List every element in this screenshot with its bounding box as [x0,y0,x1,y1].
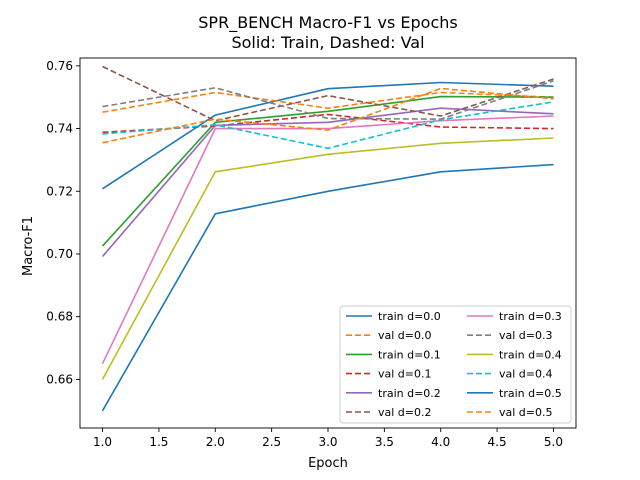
chart-title: SPR_BENCH Macro-F1 vs Epochs [198,13,457,33]
legend-label: train d=0.1 [378,348,441,361]
y-tick-label: 0.70 [46,247,73,261]
series-line-train-d-0-4 [101,137,554,380]
legend-label: val d=0.2 [378,406,432,419]
series-line-train-d-0-0 [102,81,554,190]
x-tick-label: 4.0 [431,435,450,449]
legend-label: train d=0.4 [499,348,562,361]
series-line-train-d-0-1 [101,95,554,247]
plot-area: 1.0 1.5 2.0 2.5 3.0 3.5 4.0 4.5 5.0 0.66 0.68 0.70 0… [46,57,577,449]
y-tick-label: 0.76 [46,59,73,73]
legend: train d=0.0 val d=0.0 train d=0.1 val d=0.1… [339,305,572,424]
legend-label: val d=0.4 [499,368,553,381]
series-line-val-d-0-2 [102,65,554,122]
legend-label: train d=0.2 [378,387,441,400]
x-axis-label: Epoch [308,456,348,471]
x-tick-label: 2.0 [206,435,225,449]
legend-label: val d=0.1 [378,368,432,381]
x-tick-label: 3.0 [318,435,337,449]
legend-label: train d=0.3 [499,310,562,323]
series-line-val-d-0-4 [102,101,554,150]
series-line-val-d-0-0 [102,91,554,113]
legend-label: val d=0.0 [378,329,432,342]
chart-subtitle: Solid: Train, Dashed: Val [231,33,424,52]
x-tick-label: 2.5 [262,435,281,449]
legend-label: train d=0.0 [378,310,441,323]
series-line-train-d-0-3 [101,115,554,365]
x-tick-label: 1.0 [93,435,112,449]
legend-label: val d=0.5 [499,406,553,419]
y-tick-label: 0.74 [46,122,73,136]
x-tick-label: 3.5 [375,435,394,449]
series-line-train-d-0-2 [101,107,554,258]
x-tick-label: 4.5 [488,435,507,449]
series-line-val-d-0-5 [102,87,554,144]
x-tick-label: 5.0 [544,435,563,449]
series-line-val-d-0-3 [102,80,554,120]
legend-frame [339,305,572,424]
legend-label: val d=0.3 [499,329,553,342]
y-tick-label: 0.72 [46,184,73,198]
legend-label: train d=0.5 [499,387,562,400]
y-tick-label: 0.66 [46,372,73,386]
series-line-train-d-0-5 [101,163,554,412]
x-tick-label: 1.5 [149,435,168,449]
y-tick-label: 0.68 [46,310,73,324]
y-axis-label: Macro-F1 [21,216,36,276]
